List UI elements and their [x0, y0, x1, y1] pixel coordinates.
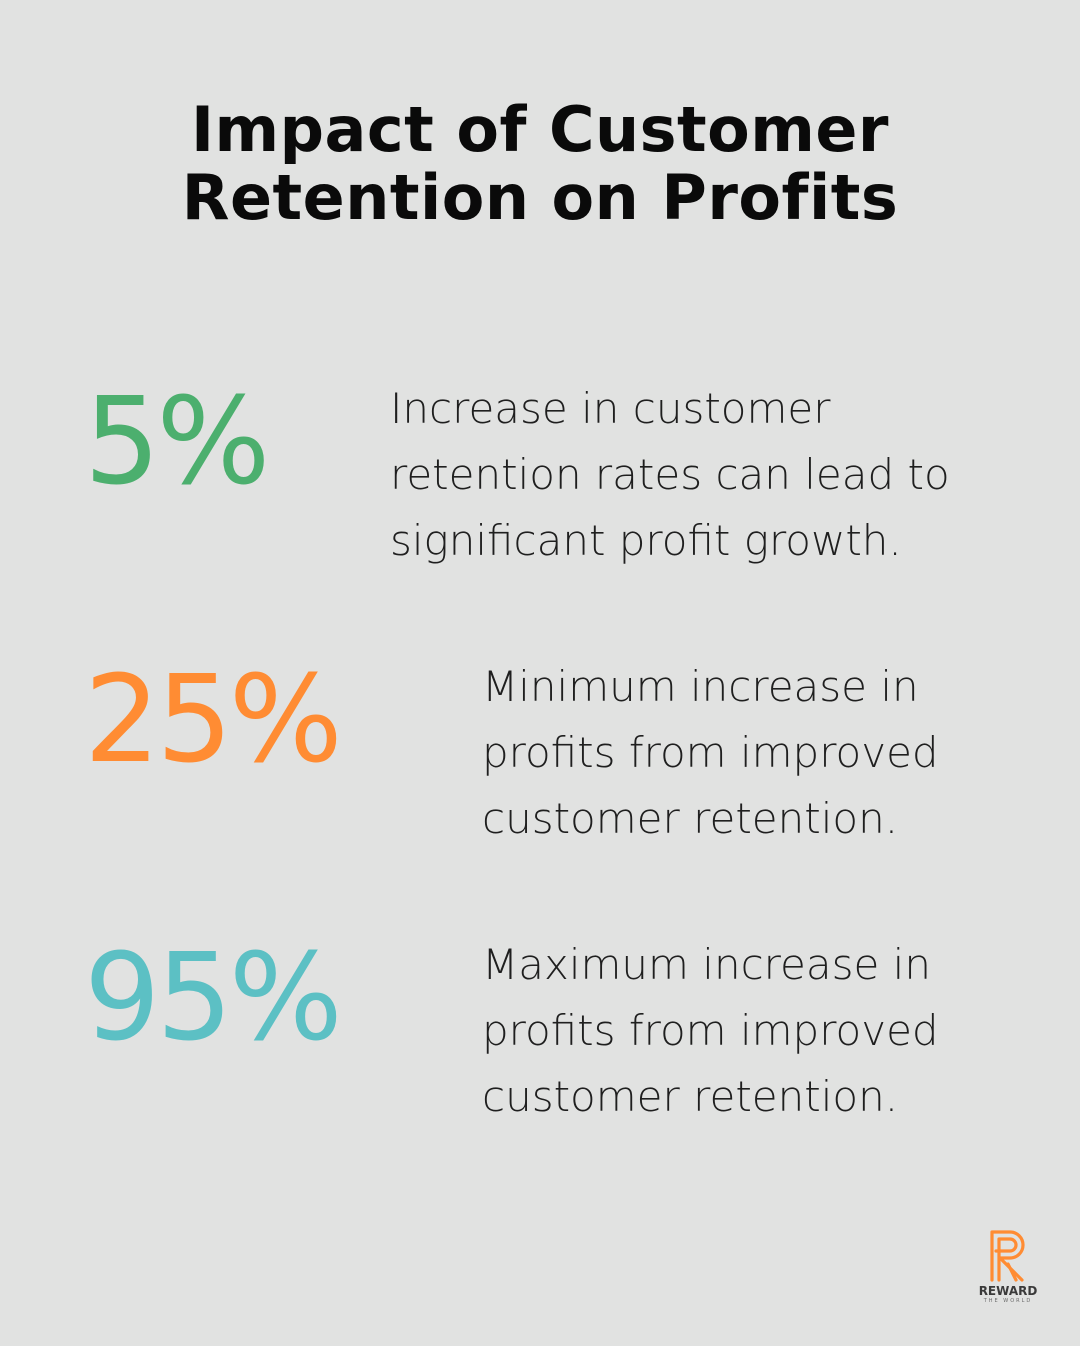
- page-title: Impact of Customer Retention on Profits: [0, 96, 1080, 232]
- stat-description: Maximum increase in profits from improve…: [482, 940, 939, 1121]
- brand-name: REWARD: [978, 1284, 1038, 1298]
- stat-block-95-percent: 95% Maximum increase in profits from imp…: [0, 930, 1080, 1130]
- stat-value: 95%: [84, 929, 343, 1068]
- stat-block-5-percent: 5% Increase in customer retention rates …: [0, 374, 1080, 574]
- stat-value: 25%: [84, 651, 343, 790]
- stat-description: Minimum increase in profits from improve…: [482, 662, 939, 843]
- title-line-1: Impact of Customer: [190, 93, 890, 166]
- reward-r-logo-icon: [990, 1230, 1025, 1282]
- brand-logo: REWARD THE WORLD: [966, 1228, 1050, 1312]
- title-line-2: Retention on Profits: [181, 161, 899, 234]
- brand-tagline: THE WORLD: [983, 1298, 1033, 1304]
- stat-value: 5%: [84, 373, 270, 512]
- stat-block-25-percent: 25% Minimum increase in profits from imp…: [0, 652, 1080, 852]
- stat-description: Increase in customer retention rates can…: [390, 384, 950, 565]
